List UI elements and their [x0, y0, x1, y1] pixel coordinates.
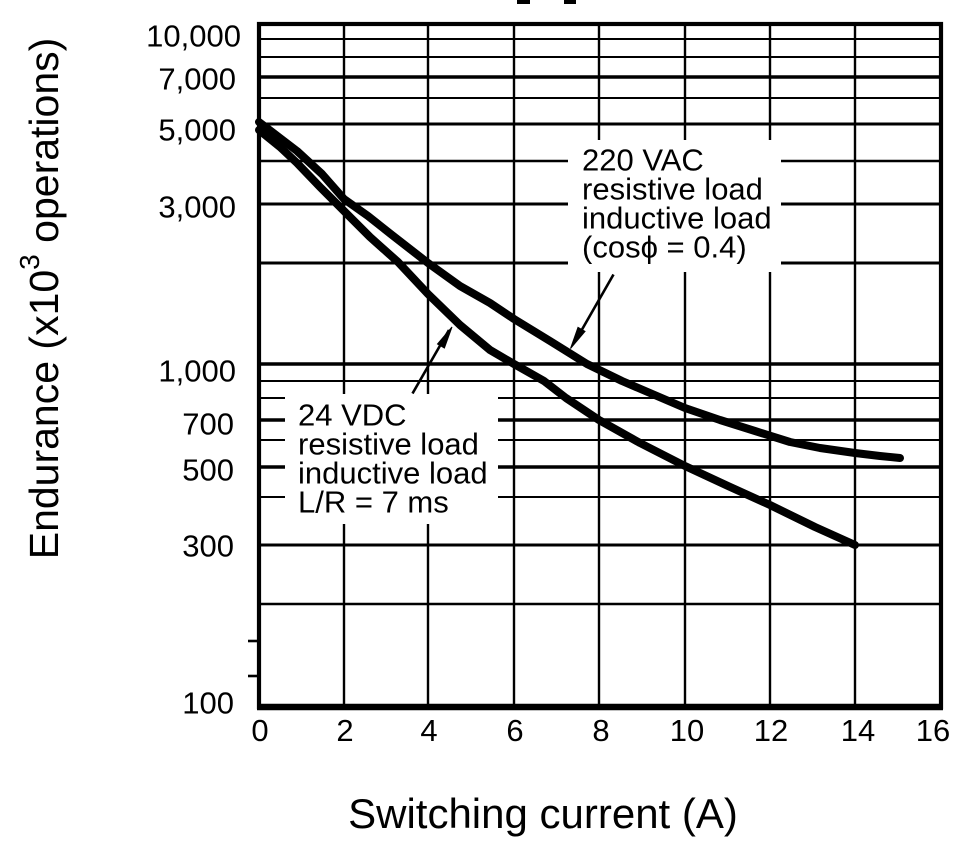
- svg-text:10,000: 10,000: [146, 19, 241, 54]
- svg-text:4: 4: [420, 713, 437, 748]
- svg-text:0: 0: [251, 713, 268, 748]
- svg-text:inductive load: inductive load: [298, 456, 488, 491]
- svg-text:(cosϕ = 0.4): (cosϕ = 0.4): [582, 230, 747, 265]
- svg-text:220 VAC: 220 VAC: [582, 143, 704, 178]
- svg-text:24 VDC: 24 VDC: [298, 398, 407, 433]
- svg-text:8: 8: [592, 713, 609, 748]
- svg-text:14: 14: [841, 713, 875, 748]
- svg-text:inductive load: inductive load: [582, 201, 772, 236]
- svg-text:700: 700: [182, 407, 234, 442]
- svg-text:3,000: 3,000: [158, 190, 236, 225]
- svg-text:6: 6: [506, 713, 523, 748]
- svg-text:10: 10: [670, 713, 704, 748]
- svg-text:Switching current (A): Switching current (A): [348, 790, 738, 837]
- svg-text:12: 12: [754, 713, 788, 748]
- svg-text:7,000: 7,000: [158, 62, 236, 97]
- svg-text:500: 500: [182, 453, 234, 488]
- svg-text:L/R = 7 ms: L/R = 7 ms: [298, 485, 449, 520]
- svg-text:Endurance (x103 operations): Endurance (x103 operations): [14, 38, 67, 560]
- svg-text:5,000: 5,000: [158, 113, 236, 148]
- svg-text:2: 2: [336, 713, 353, 748]
- svg-text:100: 100: [182, 686, 234, 721]
- svg-text:16: 16: [916, 713, 950, 748]
- svg-text:1,000: 1,000: [158, 354, 236, 389]
- svg-text:300: 300: [182, 529, 234, 564]
- svg-text:resistive load: resistive load: [582, 172, 763, 207]
- svg-text:resistive load: resistive load: [298, 427, 479, 462]
